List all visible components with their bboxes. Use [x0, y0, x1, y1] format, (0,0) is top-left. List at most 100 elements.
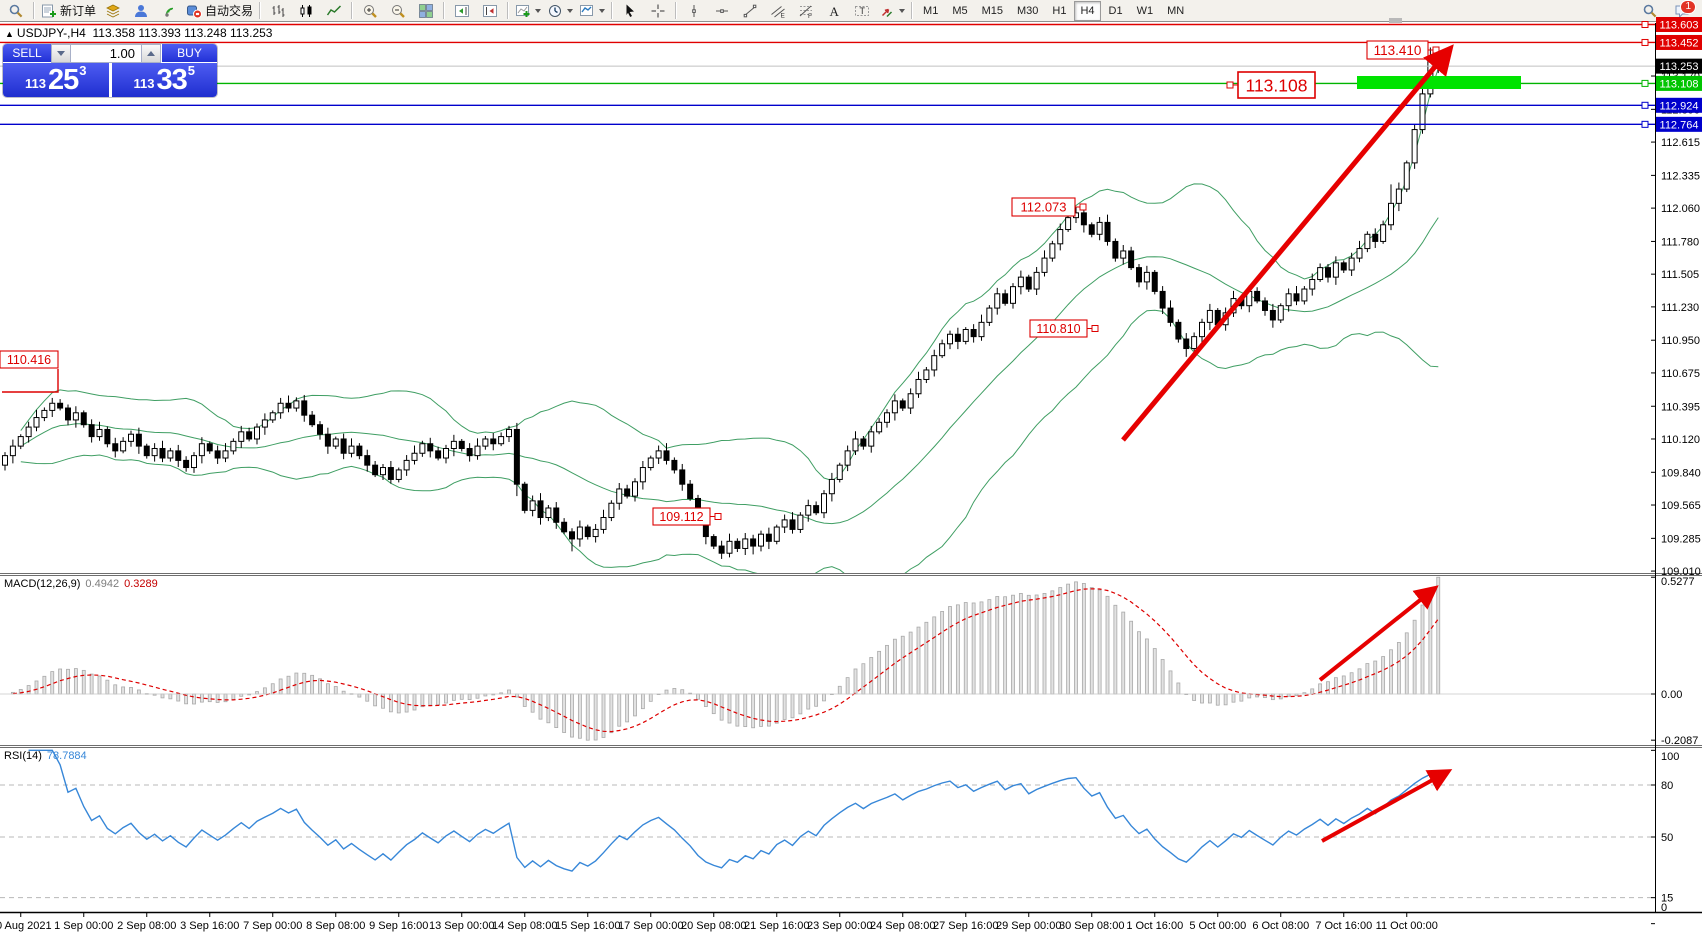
arrows-tool-button[interactable] — [876, 0, 908, 22]
notifications-button[interactable]: 1 — [1668, 0, 1696, 22]
candlestick-mode-icon — [298, 3, 314, 19]
signals-icon — [161, 3, 177, 19]
timeframe-m1[interactable]: M1 — [923, 4, 939, 17]
search-tool-icon — [8, 3, 24, 19]
annotation-leader-line[interactable] — [2, 369, 59, 393]
price-tick-label: 109.565 — [1661, 500, 1701, 512]
price-badge-113.603: 113.603 — [1656, 17, 1702, 32]
zoom-out-button[interactable] — [384, 0, 412, 22]
annotation-label-110.810[interactable]: 110.810 — [1029, 319, 1099, 338]
line-handle[interactable] — [1641, 101, 1649, 109]
timeframe-w1[interactable]: W1 — [1136, 4, 1154, 17]
line-handle[interactable] — [1641, 38, 1649, 46]
price-axis[interactable]: 113.170112.890112.615112.335112.060111.7… — [1651, 17, 1702, 578]
trendline-tool-button[interactable] — [736, 0, 764, 22]
tile-windows-button[interactable] — [412, 0, 440, 22]
svg-text:112.924: 112.924 — [1660, 100, 1699, 112]
price-tick-label: 109.840 — [1661, 467, 1701, 479]
line-handle[interactable] — [1641, 120, 1649, 128]
symbol-name: USDJPY-,H4 — [16, 26, 86, 40]
horizontal-line-113.603[interactable] — [0, 21, 1655, 28]
volume-input[interactable]: 1.00 — [71, 44, 141, 63]
templates-list-button[interactable] — [576, 0, 608, 22]
price-badge-113.108: 113.108 — [1656, 75, 1702, 91]
horizontal-line-112.924[interactable] — [0, 101, 1655, 109]
search-button[interactable] — [1636, 0, 1664, 22]
time-tick-label: 8 Sep 08:00 — [306, 920, 365, 932]
trend-arrow-rsi[interactable] — [1321, 769, 1453, 843]
community-button[interactable] — [127, 0, 155, 22]
line-chart-mode-button[interactable] — [320, 0, 348, 22]
periods-list-button[interactable] — [544, 0, 576, 22]
time-tick-label: 30 Sep 08:00 — [1059, 920, 1124, 932]
depth-of-market-button[interactable] — [99, 0, 127, 22]
timeframe-m15[interactable]: M15 — [981, 4, 1003, 17]
auto-scroll-button[interactable] — [448, 0, 476, 22]
line-handle[interactable] — [1641, 79, 1649, 87]
time-tick-label: 5 Oct 00:00 — [1189, 920, 1246, 932]
ohlc-values: 113.358 113.393 113.248 113.253 — [92, 26, 273, 40]
chart-scrollbar-thumb[interactable] — [1389, 18, 1402, 23]
price-tick-label: 112.615 — [1661, 137, 1700, 149]
trade-panel: SELL 1.00 BUY 113 25 3 113 33 5 — [3, 44, 217, 97]
timeframe-h4[interactable]: H4 — [1074, 0, 1101, 21]
time-tick-label: 14 Sep 08:00 — [492, 920, 557, 932]
timeframe-m30[interactable]: M30 — [1017, 4, 1039, 17]
chevron-down-icon — [535, 8, 542, 13]
annotation-label-109.112[interactable]: 109.112 — [652, 507, 722, 526]
buy-price-handle: 113 — [133, 76, 155, 91]
arrows-tool-icon — [879, 3, 895, 19]
volume-increase-button[interactable] — [141, 44, 161, 63]
trend-arrow-macd[interactable] — [1318, 585, 1439, 682]
svg-text:110.416: 110.416 — [7, 353, 51, 367]
vertical-line-tool-button[interactable] — [680, 0, 708, 22]
new-order-button[interactable]: 新订单 — [38, 0, 99, 22]
annotation-label-113.410[interactable]: 113.410 — [1366, 40, 1440, 60]
chart-title: ▲ USDJPY-,H4 113.358 113.393 113.248 113.… — [5, 26, 272, 40]
timeframe-mn[interactable]: MN — [1167, 4, 1185, 17]
annotation-label-110.416[interactable]: 110.416 — [0, 350, 59, 369]
sell-button[interactable]: SELL — [3, 44, 51, 63]
timeframe-h1[interactable]: H1 — [1052, 4, 1067, 17]
highlight-rectangle[interactable] — [1357, 76, 1521, 89]
annotation-label-112.073[interactable]: 112.073 — [1011, 197, 1087, 217]
text-label-tool-button[interactable]: T — [848, 0, 876, 22]
crosshair-tool-button[interactable] — [644, 0, 672, 22]
signals-button[interactable] — [155, 0, 183, 22]
trend-arrow-main[interactable] — [1121, 44, 1454, 442]
candlestick-mode-button[interactable] — [292, 0, 320, 22]
price-badge-112.764: 112.764 — [1656, 116, 1702, 132]
triangle-up-icon — [147, 51, 155, 56]
horizontal-line-tool-button[interactable] — [708, 0, 736, 22]
timeframe-d1[interactable]: D1 — [1108, 4, 1123, 17]
cursor-tool-icon — [622, 3, 638, 19]
horizontal-line-112.764[interactable] — [0, 120, 1655, 128]
indicators-list-icon — [515, 3, 531, 19]
line-handle[interactable] — [1641, 21, 1649, 28]
cursor-tool-button[interactable] — [616, 0, 644, 22]
text-tool-button[interactable]: A — [820, 0, 848, 22]
auto-trading-button[interactable]: 自动交易 — [183, 0, 256, 22]
zoom-in-button[interactable] — [356, 0, 384, 22]
notifications-icon: 1 — [1674, 0, 1696, 19]
timeframe-m5[interactable]: M5 — [952, 4, 968, 17]
bar-chart-mode-button[interactable] — [264, 0, 292, 22]
search-tool-button[interactable] — [2, 0, 30, 22]
volume-decrease-button[interactable] — [51, 44, 71, 63]
tile-windows-icon — [418, 3, 434, 19]
indicators-list-button[interactable] — [512, 0, 544, 22]
time-tick-label: 11 Oct 00:00 — [1376, 920, 1438, 932]
toolbar-separator — [33, 2, 35, 19]
buy-price[interactable]: 113 33 5 — [111, 63, 217, 97]
sell-price[interactable]: 113 25 3 — [3, 63, 109, 97]
buy-button[interactable]: BUY — [161, 44, 217, 63]
time-tick-label: 7 Sep 00:00 — [243, 920, 302, 932]
annotation-label-113.108[interactable]: 113.108 — [1226, 71, 1316, 99]
sell-price-pip: 3 — [79, 63, 87, 78]
chart-shift-button[interactable] — [476, 0, 504, 22]
zoom-out-icon — [390, 3, 406, 19]
equidistant-channel-tool-button[interactable]: E — [764, 0, 792, 22]
fibonacci-tool-button[interactable]: F — [792, 0, 820, 22]
